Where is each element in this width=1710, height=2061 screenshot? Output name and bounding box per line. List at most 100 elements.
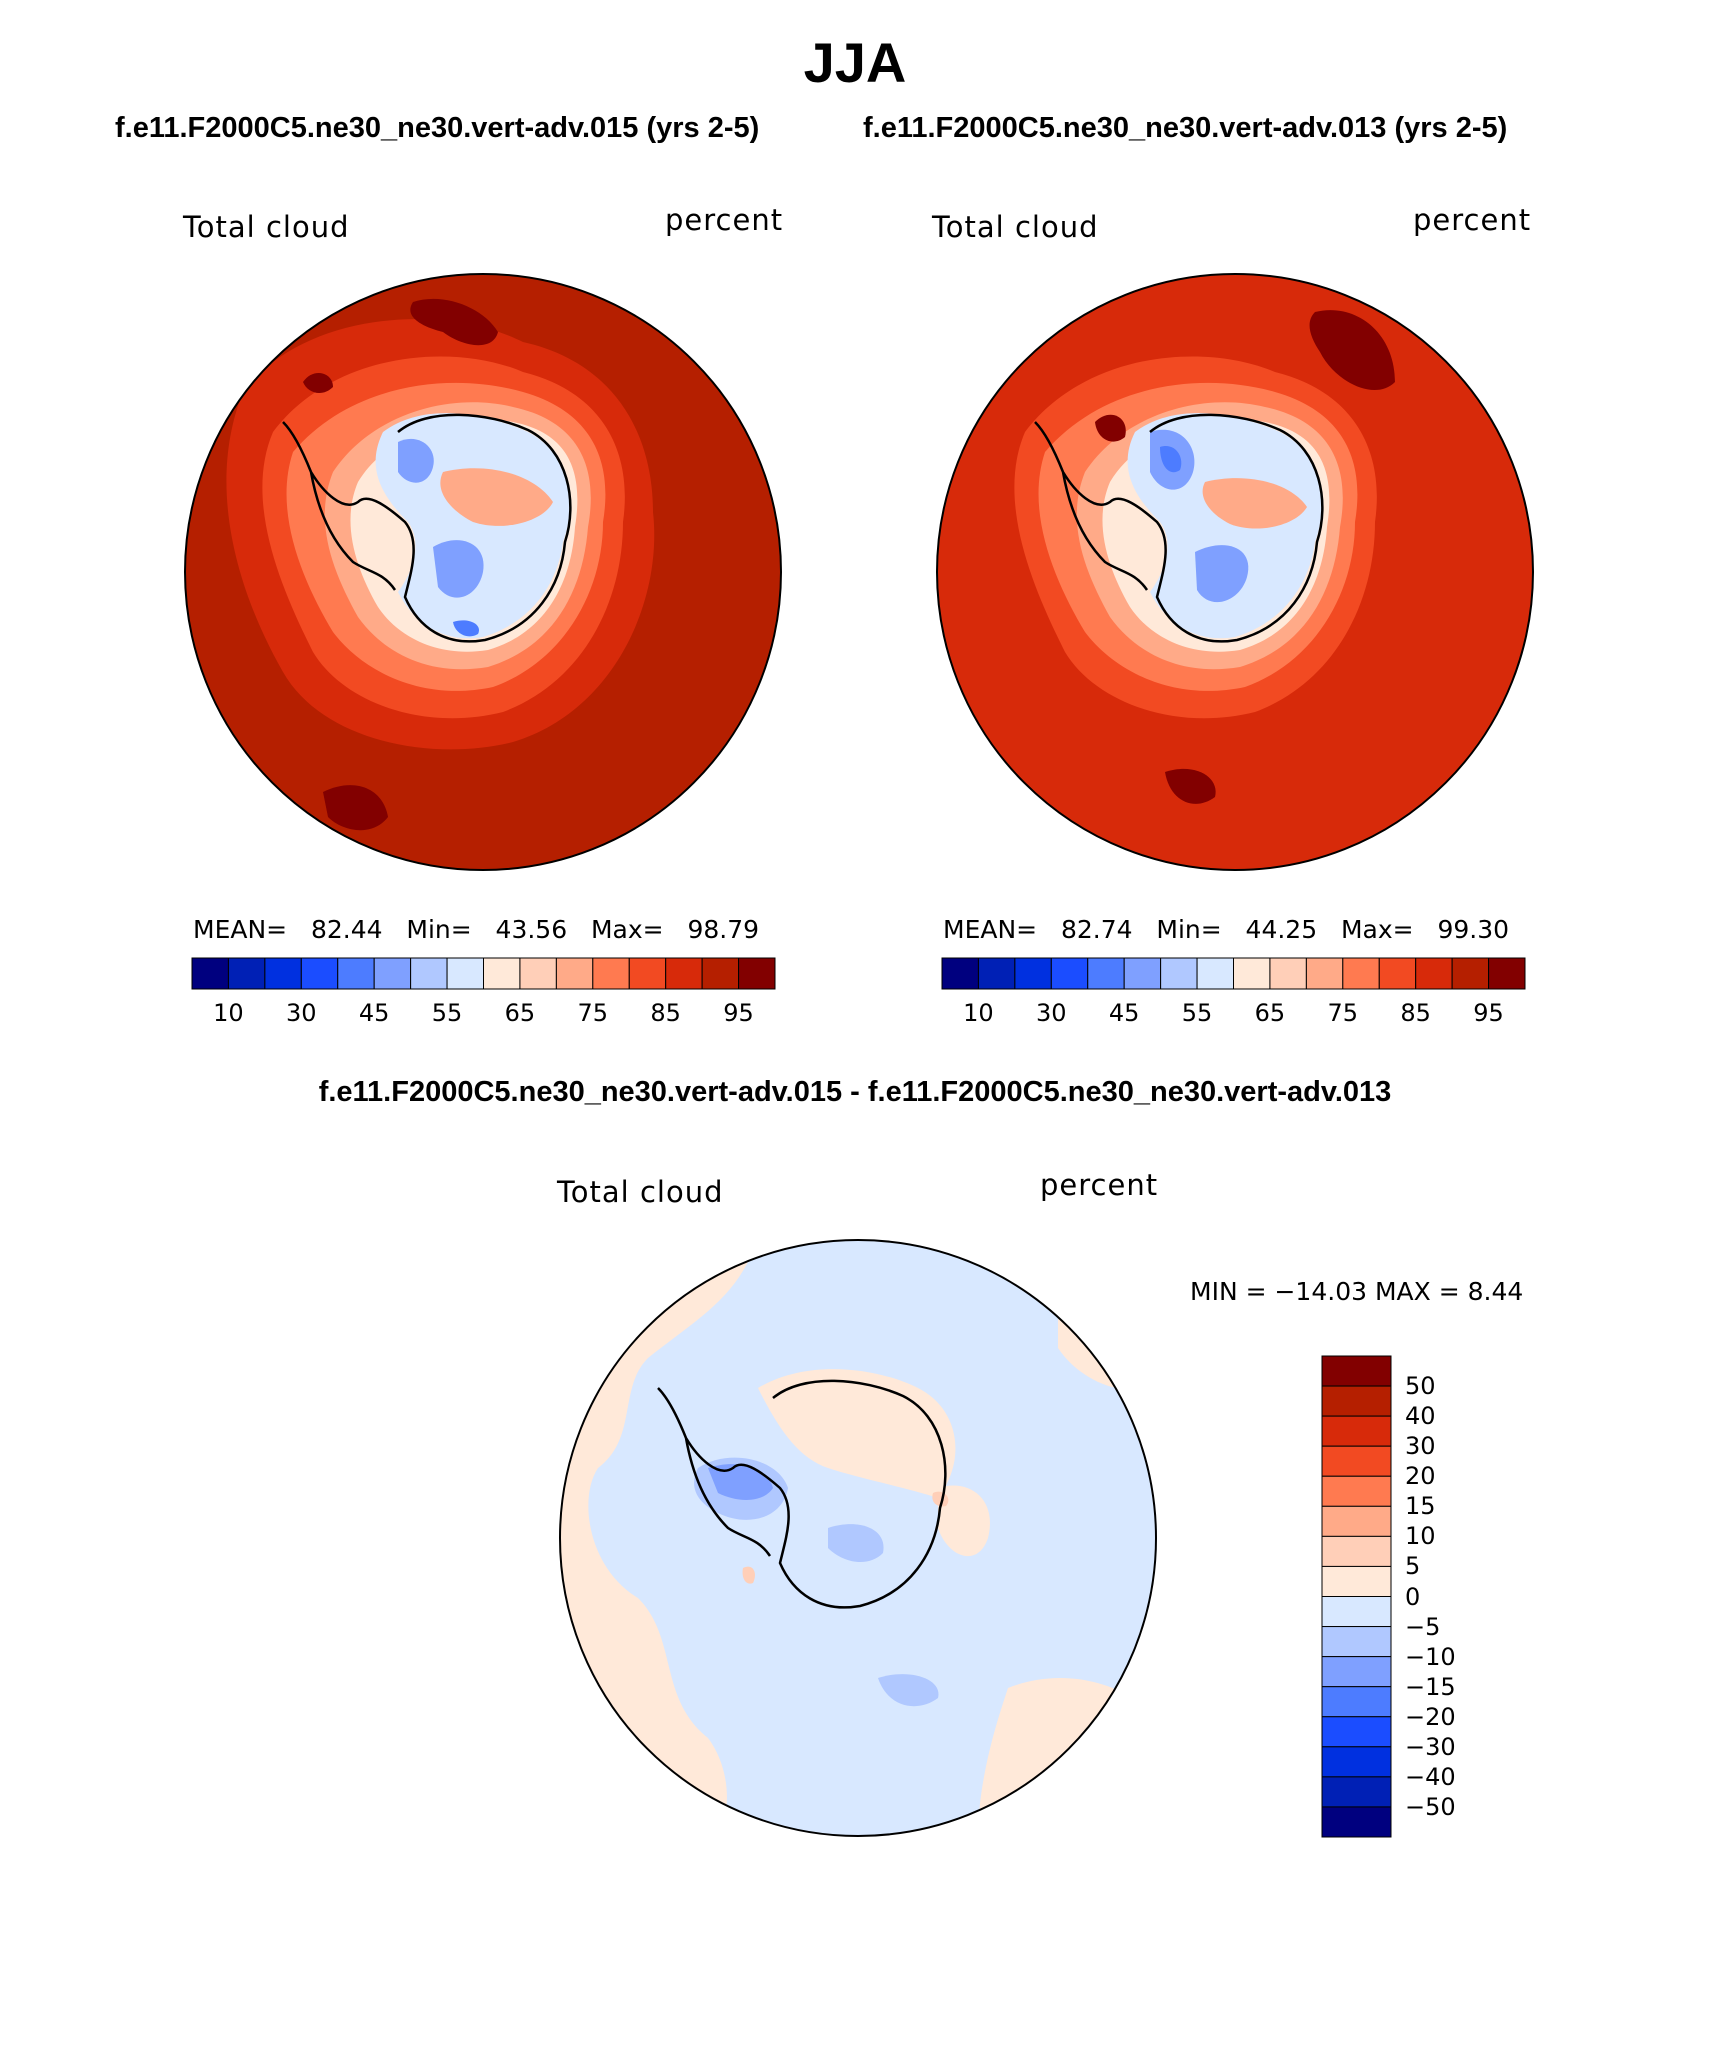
- colorbar-swatch: [941, 957, 979, 990]
- lowest-1: [1160, 446, 1182, 473]
- max-patch-1: [410, 298, 498, 346]
- diff-neg-area-3: [878, 1674, 939, 1707]
- panel2-stats: MEAN= 82.74 Min= 44.25 Max= 99.30: [943, 915, 1509, 944]
- colorbar-swatch: [337, 957, 375, 990]
- panel1-variable-label: Total cloud: [183, 210, 350, 244]
- colorbar-swatch: [1123, 957, 1162, 990]
- colorbar-tick-label: 45: [358, 999, 390, 1027]
- low-2: [1195, 545, 1249, 603]
- colorbar-swatch: [1321, 1385, 1392, 1417]
- colorbar-tick-label: −30: [1405, 1732, 1456, 1761]
- colorbar-swatch: [1087, 957, 1125, 990]
- colorbar-swatch: [373, 957, 412, 990]
- colorbar-swatch: [701, 957, 740, 990]
- panel2-max-label: Max=: [1340, 915, 1414, 944]
- colorbar-tick-label: 10: [963, 999, 994, 1027]
- panel2-mean-label: MEAN=: [943, 915, 1038, 944]
- colorbar-swatch: [300, 957, 339, 990]
- panel2-units-label: percent: [1413, 203, 1532, 237]
- diff-neg-area-4: [828, 1524, 884, 1563]
- colorbar-swatch: [1488, 957, 1526, 990]
- colorbar-tick-label: 65: [504, 999, 536, 1027]
- colorbar-swatch: [1233, 957, 1271, 990]
- map-panel-2: [936, 273, 1534, 871]
- colorbar-swatch: [1050, 957, 1089, 990]
- colorbar-swatch: [410, 957, 448, 990]
- colorbar-tick-label: −15: [1405, 1672, 1456, 1701]
- panel1-stats: MEAN= 82.44 Min= 43.56 Max= 98.79: [193, 915, 759, 944]
- colorbar-swatch: [264, 957, 302, 990]
- panel3-units-label: percent: [1040, 1168, 1159, 1202]
- subtitle-diff: f.e11.F2000C5.ne30_ne30.vert-adv.015 - f…: [318, 1076, 1392, 1108]
- interior-warm: [440, 468, 553, 526]
- colorbar-swatch: [1321, 1475, 1392, 1507]
- panel2-max-value: 99.30: [1437, 915, 1510, 944]
- colorbar-swatch: [1014, 957, 1052, 990]
- colorbar-tick-label: 95: [723, 999, 754, 1027]
- panel3-minmax: MIN = −14.03 MAX = 8.44: [1190, 1277, 1524, 1306]
- coastline: [1034, 413, 1324, 643]
- colorbar-tick-label: 30: [1405, 1432, 1436, 1461]
- interior-warm: [1202, 478, 1307, 529]
- colorbar-tick-label: 85: [650, 999, 681, 1027]
- panel1-min-label: Min=: [406, 915, 472, 944]
- colorbar-tick-label: 45: [1108, 999, 1140, 1027]
- colorbar-tick-label: 75: [577, 999, 609, 1027]
- map-panel-1: [184, 273, 782, 871]
- low-1: [398, 438, 434, 483]
- colorbar-tick-label: 40: [1405, 1402, 1436, 1431]
- colorbar-tick-label: −40: [1405, 1762, 1456, 1791]
- colorbar-swatch: [1305, 957, 1344, 990]
- colorbar-swatch: [1321, 1355, 1392, 1387]
- diff-pos-area-5: [938, 1485, 990, 1557]
- colorbar-tick-label: −5: [1405, 1612, 1441, 1641]
- colorbar-tick-label: −20: [1405, 1702, 1456, 1731]
- colorbar-swatch: [1321, 1596, 1392, 1628]
- panel1-max-value: 98.79: [687, 915, 760, 944]
- panel1-mean-label: MEAN=: [193, 915, 288, 944]
- colorbar-tick-label: −10: [1405, 1642, 1456, 1671]
- max-patch-2: [1165, 768, 1216, 804]
- colorbar-swatch: [592, 957, 630, 990]
- colorbar-swatch: [1321, 1746, 1392, 1778]
- coastline: [282, 413, 572, 643]
- colorbar-tick-label: 15: [1405, 1492, 1436, 1521]
- subtitle-right: f.e11.F2000C5.ne30_ne30.vert-adv.013 (yr…: [863, 112, 1508, 144]
- colorbar-swatch: [1321, 1686, 1392, 1718]
- panel1-min-value: 43.56: [495, 915, 568, 944]
- panel2-variable-label: Total cloud: [932, 210, 1099, 244]
- colorbar-tick-label: 75: [1327, 999, 1359, 1027]
- colorbar-swatch: [628, 957, 667, 990]
- colorbar-swatch: [519, 957, 557, 990]
- diff-pos-area-6: [742, 1566, 755, 1584]
- colorbar-swatch: [446, 957, 484, 990]
- panel2-min-label: Min=: [1156, 915, 1222, 944]
- colorbar-tick-label: 95: [1473, 999, 1504, 1027]
- colorbar-tick-label: 55: [1181, 999, 1213, 1027]
- colorbar-swatch: [1160, 957, 1198, 990]
- panel1-units-label: percent: [665, 203, 784, 237]
- colorbar-tick-label: 30: [1036, 999, 1067, 1027]
- diff-pos-area-1: [560, 1240, 758, 1836]
- colorbar-tick-label: 0: [1405, 1582, 1421, 1611]
- colorbar-swatch: [1321, 1445, 1392, 1477]
- colorbar-tick-label: 50: [1405, 1372, 1436, 1401]
- max-patch-2: [323, 785, 388, 831]
- colorbar-swatch: [1342, 957, 1380, 990]
- colorbar-swatch: [1321, 1505, 1392, 1537]
- max-patch-1: [1309, 310, 1395, 391]
- colorbar-swatch: [1321, 1656, 1392, 1688]
- diff-pos-area-3: [978, 1678, 1156, 1836]
- colorbar-swatch: [1321, 1415, 1392, 1447]
- colorbar-tick-label: 10: [1405, 1522, 1436, 1551]
- colorbar-swatch: [1415, 957, 1453, 990]
- colorbar-tick-label: −50: [1405, 1792, 1456, 1821]
- max-patch-3: [1095, 414, 1126, 442]
- colorbar-panel-2: [941, 957, 1526, 990]
- colorbar-swatch: [555, 957, 594, 990]
- colorbar-swatch: [483, 957, 521, 990]
- colorbar-swatch: [665, 957, 703, 990]
- colorbar-tick-label: 85: [1400, 999, 1431, 1027]
- colorbar-swatch: [1321, 1716, 1392, 1748]
- colorbar-diff: [1321, 1355, 1392, 1838]
